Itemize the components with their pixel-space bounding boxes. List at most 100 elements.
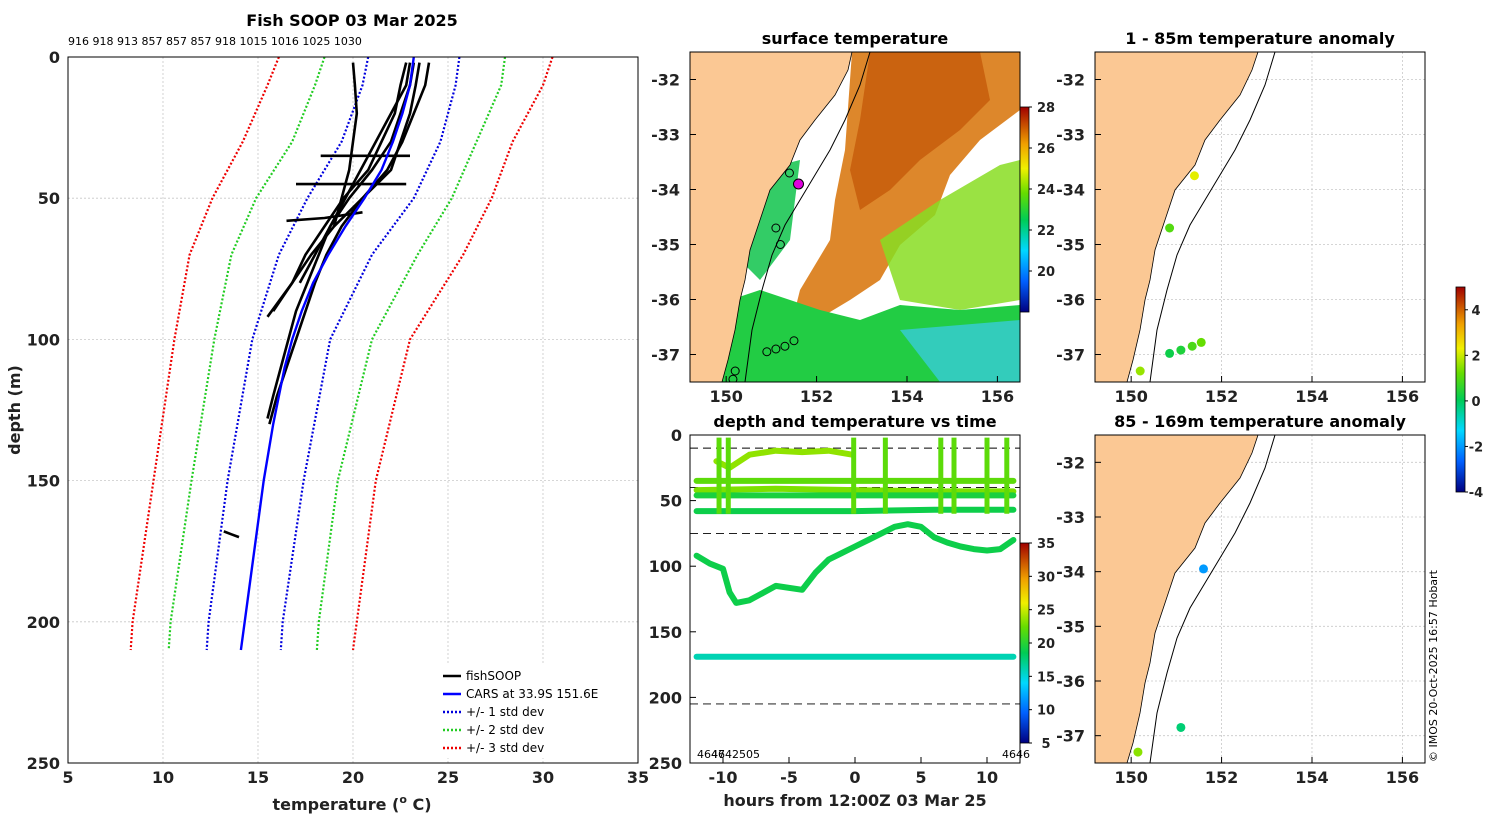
map-ytick-label: -34	[651, 181, 680, 200]
sst-ticks: 150 152 154 156 -32 -33 -34 -35 -36 -37	[651, 71, 1014, 407]
anomaly-point	[1133, 747, 1143, 757]
profile-xtick-label: 25	[437, 768, 459, 787]
sst-station	[789, 336, 799, 346]
map-xtick-label: 150	[1114, 387, 1147, 406]
anomaly-point	[1176, 722, 1186, 732]
map-ytick-label: -35	[1056, 617, 1085, 636]
profile-xlabel-post: C)	[407, 795, 432, 814]
fishsoop-profile	[286, 211, 363, 223]
profile-xlabel-pre: temperature (	[272, 795, 399, 814]
legend-box	[437, 665, 633, 758]
profile-ylabel: depth (m)	[5, 365, 24, 455]
profile-grid	[67, 56, 639, 764]
profile-xtick-label: 5	[62, 768, 73, 787]
profile-xtick-label: 10	[152, 768, 174, 787]
anomaly-shallow-axes-box	[1094, 51, 1426, 383]
sst-colorbar-tick-label: 24	[1037, 183, 1055, 198]
std-dev-line	[351, 57, 554, 651]
std-dev-line	[279, 57, 461, 651]
profile-xlabel-sup: o	[399, 793, 407, 806]
time-bottom-left-label-2: 4742505	[711, 748, 760, 761]
time-ytick-label: 200	[649, 688, 682, 707]
sst-colorbar-tick-label: 26	[1037, 142, 1055, 157]
sst-shelf-contour	[744, 52, 871, 382]
sst-station	[792, 178, 804, 190]
sst-colorbar-ticks: 20 22 24 26 28	[1029, 101, 1055, 280]
anomaly-point	[1165, 223, 1175, 233]
time-xlabel: hours from 12:00Z 03 Mar 25	[723, 791, 986, 810]
legend-fishsoop: fishSOOP	[466, 669, 521, 683]
map-ytick-label: -36	[1056, 672, 1085, 691]
anomaly-colorbar-tick-label: -2	[1469, 440, 1483, 455]
map-ytick-label: -37	[651, 346, 680, 365]
sst-station	[780, 341, 790, 351]
legend-std3: +/- 3 std dev	[466, 741, 544, 755]
sst-hot-core	[850, 52, 990, 210]
anomaly-deep-points	[1133, 564, 1208, 757]
map-xtick-label: 154	[890, 387, 923, 406]
anomaly-shallow-panel: 1 - 85m temperature anomaly 150 152 154 156…	[1056, 29, 1426, 406]
sst-station	[771, 344, 781, 354]
time-track	[693, 521, 1017, 606]
sst-colorbar	[1019, 106, 1030, 313]
fishsoop-profile	[268, 62, 431, 425]
sst-coldest-water	[900, 320, 1020, 382]
fishsoop-profile	[332, 62, 359, 227]
anomaly-colorbar-tick-label: 2	[1471, 349, 1480, 364]
fishsoop-profiles	[223, 62, 431, 539]
time-ytick-label: 50	[660, 492, 682, 511]
map-xtick-label: 154	[1295, 768, 1328, 787]
time-colorbar-tick-label: 35	[1037, 537, 1055, 552]
anomaly-point	[1176, 345, 1186, 355]
profile-title: Fish SOOP 03 Mar 2025	[246, 11, 457, 30]
anomaly-shallow-points	[1135, 171, 1206, 376]
profile-ytick-label: 50	[38, 189, 60, 208]
map-xtick-label: 154	[1295, 387, 1328, 406]
profile-ytick-label: 100	[27, 330, 60, 349]
sst-station	[775, 240, 785, 249]
map-ytick-label: -32	[1056, 71, 1085, 90]
legend-std2: +/- 2 std dev	[466, 723, 544, 737]
sst-title: surface temperature	[762, 29, 949, 48]
time-xtick-label: -5	[780, 768, 798, 787]
sst-colorbar-tick-label: 22	[1037, 224, 1055, 239]
time-xtick-label: -10	[709, 768, 738, 787]
anomaly-point	[1135, 366, 1145, 376]
map-ytick-label: -36	[1056, 291, 1085, 310]
fishsoop-profile	[298, 62, 412, 284]
sst-colorbar-tick-label: 28	[1037, 101, 1055, 116]
std-dev-lines	[129, 57, 554, 651]
cars-mean-line	[239, 57, 415, 651]
anomaly-point	[1189, 171, 1199, 181]
anomaly-colorbar-group: 4 2 0 -2 -4	[1455, 286, 1483, 501]
map-ytick-label: -36	[651, 291, 680, 310]
map-xtick-label: 152	[1205, 387, 1238, 406]
map-ytick-label: -32	[651, 71, 680, 90]
profile-ticks: 5 10 15 20 25 30 35 0 50 100 150 200 250	[27, 48, 650, 787]
profile-xlabel: temperature (o C)	[272, 793, 431, 814]
anomaly-shallow-land	[1095, 52, 1259, 382]
time-ytick-label: 150	[649, 623, 682, 642]
time-colorbar-ticks: 5 10 15 20 25 30 35	[1029, 537, 1055, 752]
profile-xtick-label: 15	[247, 768, 269, 787]
time-bottom-right-label: 4646	[1002, 748, 1030, 761]
time-colorbar-tick-label: 10	[1037, 704, 1055, 719]
time-title: depth and temperature vs time	[713, 412, 996, 431]
anomaly-colorbar-tick-label: 4	[1471, 304, 1480, 319]
time-tracks	[693, 437, 1017, 660]
time-bottom-left-label: 4646	[697, 748, 725, 761]
sst-station	[784, 168, 794, 178]
map-ytick-label: -33	[1056, 508, 1085, 527]
profile-xtick-label: 20	[342, 768, 364, 787]
map-xtick-label: 152	[800, 387, 833, 406]
time-ytick-label: 0	[671, 426, 682, 445]
anomaly-point	[1187, 341, 1197, 351]
anomaly-deep-land	[1095, 435, 1259, 763]
time-panel: depth and temperature vs time -10 -5 0 5 100…	[649, 412, 1055, 810]
anomaly-colorbar-tick-label: -4	[1469, 486, 1483, 501]
anomaly-colorbar-ticks: 4 2 0 -2 -4	[1465, 304, 1483, 501]
time-track	[713, 447, 856, 471]
anomaly-deep-grid	[1095, 435, 1425, 763]
